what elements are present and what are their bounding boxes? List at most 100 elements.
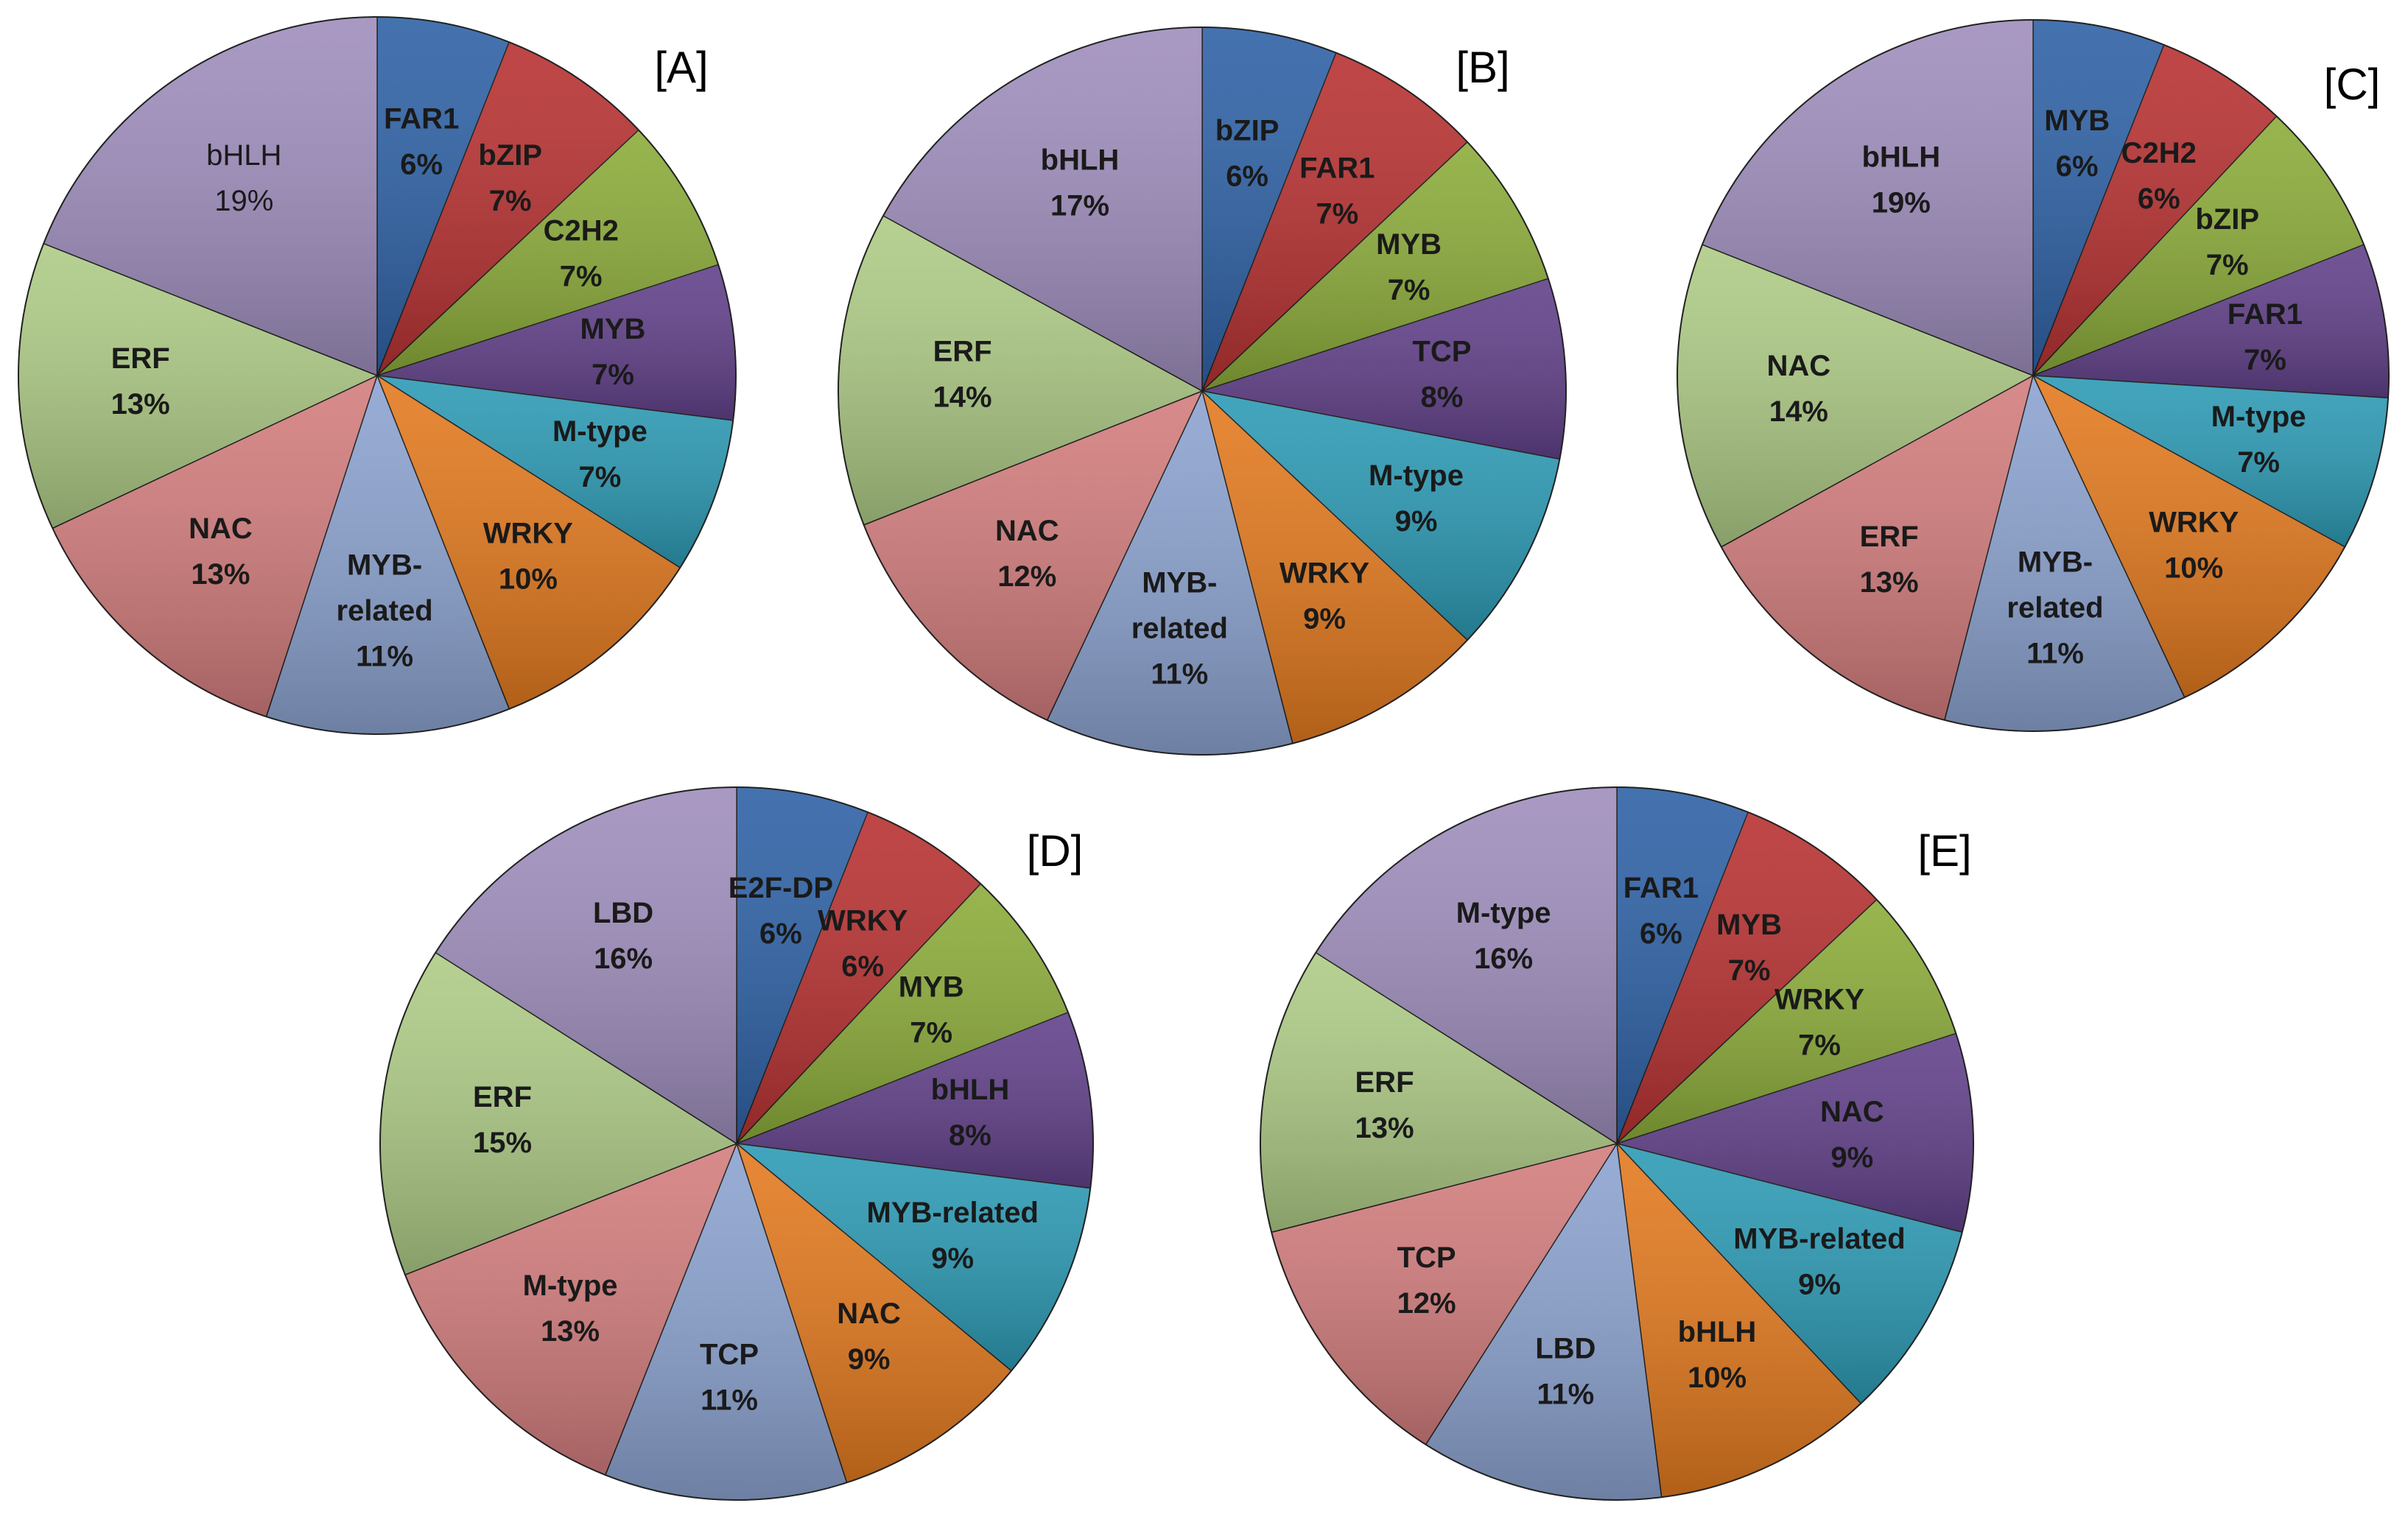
pie-e-slice-shade-far1: [1617, 787, 1749, 1144]
pie-e-slice-shade-m-type: [1316, 787, 1617, 1144]
pie-e-labels: FAR1 6% MYB 7%WRKY 7% NAC 9% MYB-related 9% bHLH 1…: [1355, 872, 1905, 1411]
pie-e-slices: [1260, 786, 1974, 1501]
pie-b-label-tcp: TCP 8%: [1412, 335, 1471, 413]
pie-a-panel-label: [A]: [654, 43, 708, 92]
pie-c-slice-shade-myb: [2033, 20, 2164, 376]
pie-a-label-myb: MYB 7%: [580, 312, 646, 390]
pie-d-slice-shade-tcp: [605, 1144, 847, 1500]
pie-d-labels: E2F-DP 6% WRKY 6%MYB 7% bHLH 8% MYB-related 9% NA…: [473, 872, 1039, 1416]
pie-d-slice-shade-erf: [380, 952, 737, 1275]
pie-c-label-far1: FAR1 7%: [2228, 298, 2303, 376]
pie-d-outline: [379, 786, 1094, 1501]
pie-a-label-c2h2: C2H2 7%: [544, 214, 619, 292]
pie-a-slice-shade-far1: [377, 17, 510, 376]
pie-c-outline: [1677, 19, 2390, 732]
pie-e-label-m-type: M-type 16%: [1456, 897, 1551, 975]
pie-c-panel-label: [C]: [2324, 60, 2381, 109]
pie-e-label-bhlh: bHLH 10%: [1678, 1316, 1757, 1394]
pie-b-slice-shade-nac: [863, 391, 1202, 720]
pie-d-label-e2f-dp: E2F-DP 6%: [729, 872, 833, 950]
pie-e-label-far1: FAR1 6%: [1624, 872, 1699, 950]
pie-b-label-far1: FAR1 7%: [1299, 152, 1375, 230]
pie-d-label-nac: NAC 9%: [837, 1298, 901, 1376]
pie-a-slice-shade-c2h2: [377, 130, 719, 376]
pie-a-slice-shade-bhlh: [43, 17, 377, 376]
pie-a-label-erf: ERF 13%: [111, 342, 170, 420]
pie-e-slice-shade-lbd: [1425, 1144, 1662, 1500]
pie-a-label-far1: FAR1 6%: [384, 102, 459, 180]
pie-d-label-tcp: TCP 11%: [700, 1338, 759, 1416]
pie-b-label-m-type: M-type 9%: [1369, 460, 1464, 538]
pie-e-label-wrky: WRKY 7%: [1775, 983, 1865, 1061]
pie-e-slice-shade-nac: [1617, 1033, 1973, 1233]
pie-e-slice-shade-myb: [1617, 811, 1877, 1144]
pie-d-slice-shade-myb: [737, 884, 1069, 1144]
pie-b-slice-shade-myb-related: [1047, 391, 1293, 755]
pie-b-label-bzip: bZIP 6%: [1215, 114, 1280, 192]
pie-b-label-bhlh: bHLH 17%: [1041, 144, 1120, 222]
pie-d-label-lbd: LBD 16%: [593, 897, 653, 975]
pie-a-slice-shade-myb-related: [266, 376, 510, 734]
pie-e-slice-shade-wrky: [1617, 899, 1956, 1144]
pie-d-slice-shade-lbd: [435, 787, 737, 1144]
pie-b-label-myb: MYB 7%: [1376, 228, 1442, 306]
pie-a-label-nac: NAC 13%: [189, 513, 253, 591]
pie-c-label-bzip: bZIP 7%: [2195, 203, 2259, 281]
pie-c-slice-shade-erf: [1721, 376, 2033, 720]
pie-c-slice-shade-c2h2: [2033, 44, 2277, 376]
pie-c-label-nac: NAC 14%: [1766, 350, 1830, 428]
pie-c-slice-shade-myb-related: [1944, 376, 2185, 732]
pie-d-slice-shade-e2f-dp: [737, 787, 868, 1144]
pie-a-label-bhlh: bHLH 19%: [206, 139, 281, 217]
pie-c-label-myb-related: MYB-related 11%: [2007, 546, 2103, 669]
pie-d-slice-shade-m-type: [404, 1144, 737, 1476]
pie-c-slice-shade-wrky: [2033, 376, 2345, 698]
pie-e-label-erf: ERF 13%: [1355, 1066, 1414, 1144]
pie-b-outline: [838, 27, 1567, 756]
pie-d-slice-shade-nac: [737, 1144, 1011, 1483]
pie-panel-d: E2F-DP 6% WRKY 6%MYB 7% bHLH 8% MYB-related 9% NA…: [379, 786, 1094, 1501]
pie-a-slices: [18, 16, 737, 735]
pie-b-slice-shade-m-type: [1202, 391, 1560, 641]
pie-e-slice-shade-tcp: [1271, 1144, 1617, 1445]
pie-a-labels: FAR1 6% bZIP 7%C2H2 7% MYB 7% M-type 7% WRKY 10% MY…: [111, 102, 647, 672]
pie-a-slice-shade-nac: [52, 376, 377, 717]
pie-c-label-myb: MYB 6%: [2044, 104, 2110, 182]
pie-d-slice-shade-bhlh: [737, 1012, 1093, 1189]
pie-e-label-myb-related: MYB-related 9%: [1733, 1222, 1905, 1300]
pie-a-label-wrky: WRKY 10%: [483, 517, 574, 595]
pie-panel-b: bZIP 6% FAR1 7%MYB 7% TCP 8% M-type 9% WRKY 9% MYB-…: [838, 27, 1567, 756]
pie-a-label-bzip: bZIP 7%: [478, 139, 542, 217]
pie-c-slice-shade-bzip: [2033, 116, 2365, 376]
pie-a-label-m-type: M-type 7%: [552, 415, 647, 493]
pie-b-slice-shade-erf: [838, 216, 1202, 525]
pie-b-label-wrky: WRKY 9%: [1280, 557, 1370, 635]
pie-b-panel-label: [B]: [1456, 43, 1509, 92]
pie-d-label-erf: ERF 15%: [473, 1080, 532, 1158]
pie-d-slice-shade-myb-related: [737, 1144, 1091, 1371]
pie-c-slice-shade-m-type: [2033, 376, 2389, 547]
pie-c-label-bhlh: bHLH 19%: [1861, 141, 1940, 219]
pie-a-slice-shade-bzip: [377, 42, 639, 376]
pie-d-label-wrky: WRKY 6%: [818, 904, 908, 982]
pie-e-slice-shade-bhlh: [1617, 1144, 1861, 1498]
pie-e-slice-shade-myb-related: [1617, 1144, 1962, 1404]
pie-b-slice-shade-bzip: [1202, 27, 1336, 391]
pie-c-labels: MYB 6% C2H2 6%bZIP 7% FAR1 7% M-type 7% WRKY 10% MY…: [1766, 104, 2306, 669]
pie-e-label-myb: MYB 7%: [1716, 908, 1782, 986]
pie-a-label-myb-related: MYB-related 11%: [337, 549, 433, 672]
pie-d-label-myb-related: MYB-related 9%: [867, 1196, 1039, 1274]
pie-b-slice-shade-wrky: [1202, 391, 1468, 744]
pie-e-label-nac: NAC 9%: [1820, 1096, 1884, 1174]
pie-a-slice-shade-erf: [18, 243, 377, 529]
pie-d-slices: [379, 786, 1094, 1501]
pie-c-slices: [1677, 19, 2390, 732]
pie-a-slice-shade-myb: [377, 264, 736, 421]
pie-e-slice-shade-erf: [1260, 952, 1617, 1233]
pie-c-slice-shade-far1: [2033, 244, 2390, 398]
pie-b-slice-shade-tcp: [1202, 278, 1566, 460]
pie-e-panel-label: [E]: [1917, 826, 1971, 876]
pie-c-label-m-type: M-type 7%: [2211, 400, 2306, 478]
pie-e-outline: [1260, 786, 1974, 1501]
